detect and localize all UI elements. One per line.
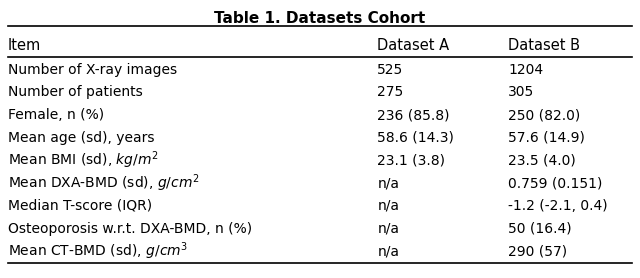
Text: n/a: n/a — [378, 176, 399, 190]
Text: n/a: n/a — [378, 199, 399, 213]
Text: Female, n (%): Female, n (%) — [8, 108, 104, 122]
Text: 23.1 (3.8): 23.1 (3.8) — [378, 153, 445, 167]
Text: Mean CT-BMD (sd), $g/cm^3$: Mean CT-BMD (sd), $g/cm^3$ — [8, 240, 188, 262]
Text: 236 (85.8): 236 (85.8) — [378, 108, 450, 122]
Text: Number of patients: Number of patients — [8, 85, 143, 99]
Text: 57.6 (14.9): 57.6 (14.9) — [508, 131, 585, 145]
Text: 58.6 (14.3): 58.6 (14.3) — [378, 131, 454, 145]
Text: Osteoporosis w.r.t. DXA-BMD, n (%): Osteoporosis w.r.t. DXA-BMD, n (%) — [8, 222, 252, 236]
Text: n/a: n/a — [378, 244, 399, 258]
Text: Mean BMI (sd), $kg/m^2$: Mean BMI (sd), $kg/m^2$ — [8, 150, 159, 171]
Text: Dataset B: Dataset B — [508, 38, 580, 53]
Text: -1.2 (-2.1, 0.4): -1.2 (-2.1, 0.4) — [508, 199, 607, 213]
Text: Mean age (sd), years: Mean age (sd), years — [8, 131, 154, 145]
Text: 250 (82.0): 250 (82.0) — [508, 108, 580, 122]
Text: 23.5 (4.0): 23.5 (4.0) — [508, 153, 576, 167]
Text: 525: 525 — [378, 63, 404, 77]
Text: 305: 305 — [508, 85, 534, 99]
Text: Table 1. Datasets Cohort: Table 1. Datasets Cohort — [214, 11, 426, 26]
Text: 290 (57): 290 (57) — [508, 244, 567, 258]
Text: 1204: 1204 — [508, 63, 543, 77]
Text: Median T-score (IQR): Median T-score (IQR) — [8, 199, 152, 213]
Text: 275: 275 — [378, 85, 404, 99]
Text: Dataset A: Dataset A — [378, 38, 449, 53]
Text: Number of X-ray images: Number of X-ray images — [8, 63, 177, 77]
Text: n/a: n/a — [378, 222, 399, 236]
Text: 0.759 (0.151): 0.759 (0.151) — [508, 176, 602, 190]
Text: Item: Item — [8, 38, 41, 53]
Text: 50 (16.4): 50 (16.4) — [508, 222, 572, 236]
Text: Mean DXA-BMD (sd), $g/cm^2$: Mean DXA-BMD (sd), $g/cm^2$ — [8, 172, 200, 194]
